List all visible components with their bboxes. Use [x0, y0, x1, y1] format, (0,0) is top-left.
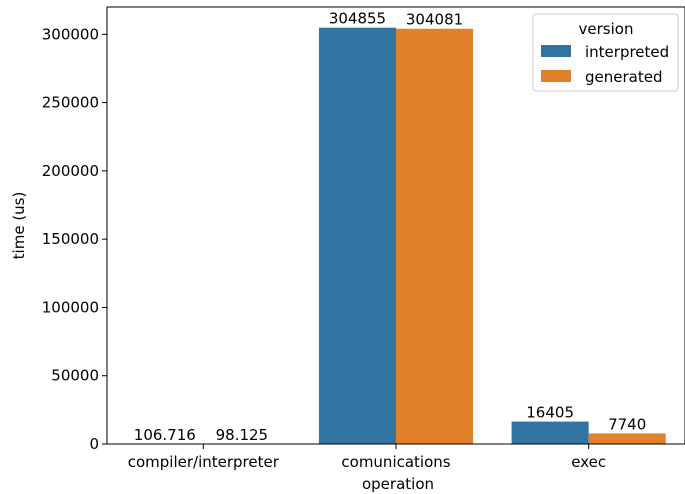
y-tick-label: 300000 [42, 25, 99, 43]
data-label-generated-0: 98.125 [216, 426, 269, 444]
x-axis: compiler/interpreter comunications exec [128, 444, 606, 471]
bar-interpreted-1 [318, 27, 396, 444]
y-tick-label: 100000 [42, 298, 99, 316]
bar-generated-1 [396, 28, 474, 445]
legend-swatch-generated [541, 70, 571, 82]
data-label-interpreted-0: 106.716 [134, 426, 196, 444]
y-tick-label: 150000 [42, 230, 99, 248]
x-axis-label: operation [362, 475, 434, 493]
y-tick-label: 250000 [42, 94, 99, 112]
y-tick-label: 50000 [51, 367, 99, 385]
x-tick-label: exec [571, 453, 606, 471]
y-tick-label: 0 [89, 435, 99, 453]
data-label-generated-1: 304081 [406, 11, 463, 29]
legend-label-interpreted: interpreted [585, 43, 669, 61]
data-labels-layer: 106.716 304855 16405 98.125 304081 7740 [134, 10, 647, 444]
x-tick-label: compiler/interpreter [128, 453, 280, 471]
legend-label-generated: generated [585, 68, 662, 86]
legend: version interpreted generated [532, 13, 679, 92]
legend-swatch-interpreted [541, 45, 571, 57]
data-label-generated-2: 7740 [608, 415, 646, 433]
y-tick-label: 200000 [42, 162, 99, 180]
bar-interpreted-2 [511, 421, 589, 444]
y-axis: 0 50000 100000 150000 200000 250000 300000 [42, 25, 107, 453]
data-label-interpreted-1: 304855 [329, 10, 386, 28]
x-tick-label: comunications [341, 453, 450, 471]
legend-title: version [579, 20, 634, 38]
bar-generated-2 [588, 433, 666, 444]
bars-layer [126, 27, 666, 445]
y-axis-label: time (us) [10, 192, 28, 260]
data-label-interpreted-2: 16405 [526, 404, 574, 422]
